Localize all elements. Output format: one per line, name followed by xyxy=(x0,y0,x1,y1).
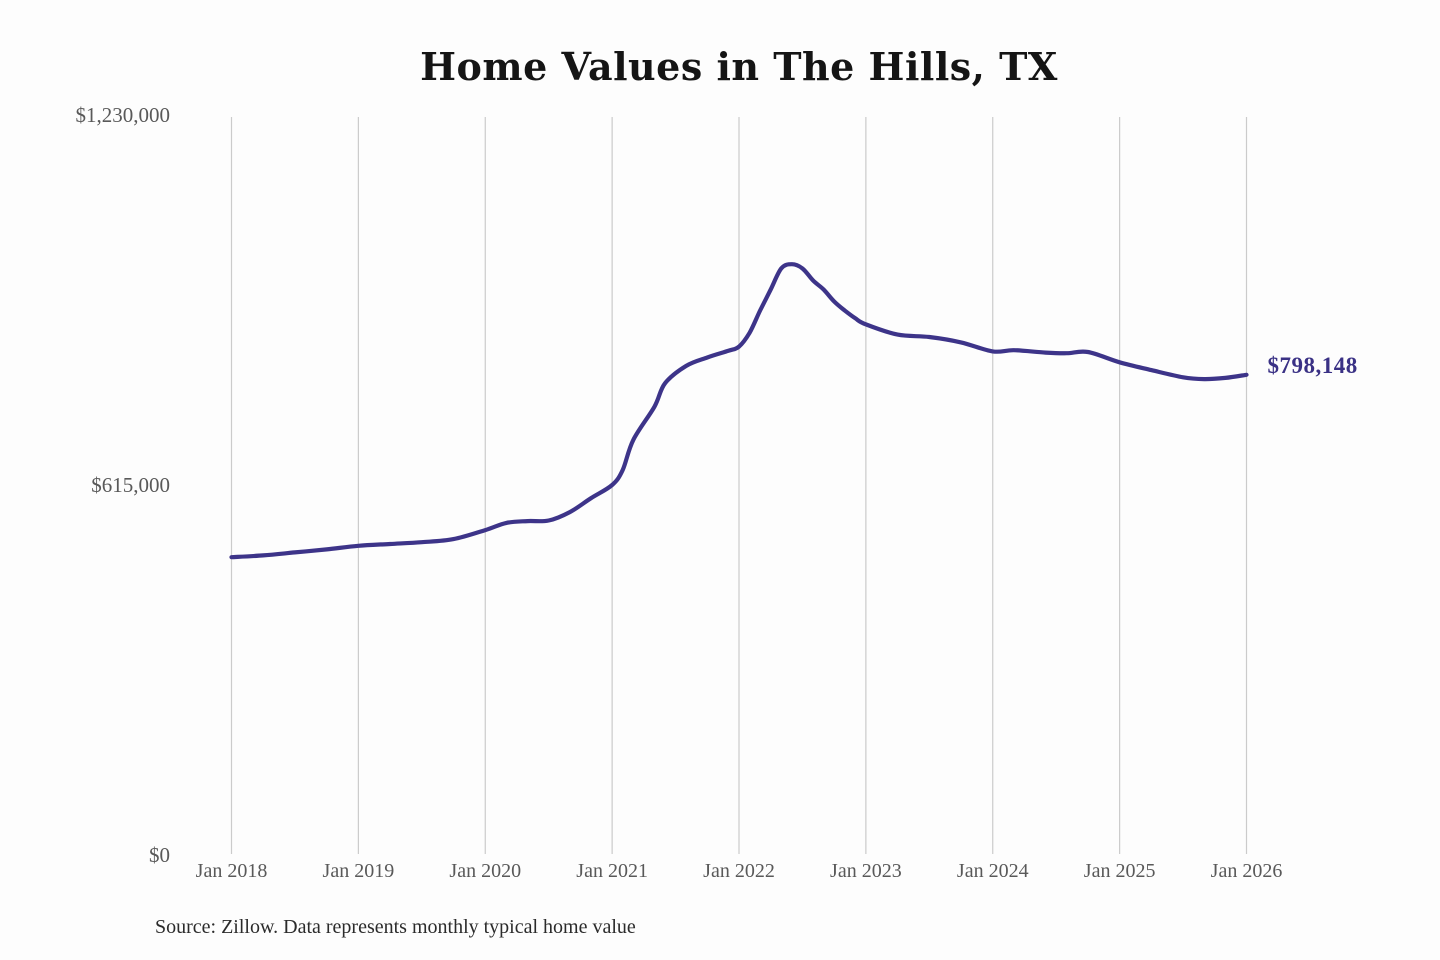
source-note: Source: Zillow. Data represents monthly … xyxy=(155,916,636,938)
y-axis-tick-label-zero: $0 xyxy=(149,843,170,867)
x-axis-tick-label: Jan 2021 xyxy=(576,860,648,882)
x-axis-tick-label: Jan 2022 xyxy=(703,860,775,882)
x-axis-tick-label: Jan 2019 xyxy=(322,860,395,882)
x-axis-tick-label: Jan 2024 xyxy=(956,860,1029,882)
y-axis-tick-label-top: $1,230,000 xyxy=(75,103,171,127)
y-axis-tick-label-mid: $615,000 xyxy=(91,473,170,497)
x-axis-tick-label: Jan 2018 xyxy=(195,860,268,882)
x-axis-tick-label: Jan 2023 xyxy=(830,860,902,882)
chart-title: Home Values in The Hills, TX xyxy=(420,44,1058,89)
home-value-line xyxy=(229,262,1249,560)
x-axis-tick-label: Jan 2026 xyxy=(1210,860,1283,882)
x-axis-tick-label: Jan 2020 xyxy=(449,860,522,882)
x-axis-tick-label: Jan 2025 xyxy=(1083,860,1156,882)
latest-value-label: $798,148 xyxy=(1267,352,1358,378)
